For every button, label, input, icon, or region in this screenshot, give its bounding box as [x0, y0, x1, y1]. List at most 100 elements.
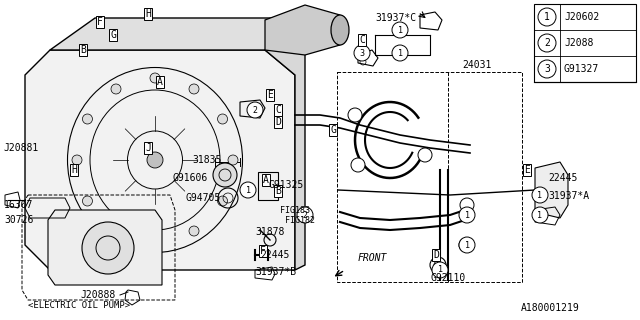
Circle shape [532, 207, 548, 223]
Text: B: B [80, 45, 86, 55]
Circle shape [459, 238, 473, 252]
Text: C: C [359, 35, 365, 45]
Text: 31937*B: 31937*B [255, 267, 296, 277]
Text: 24031: 24031 [462, 60, 492, 70]
Text: E: E [267, 90, 273, 100]
Text: 1: 1 [465, 241, 470, 250]
Text: 1: 1 [544, 12, 550, 22]
Text: H: H [71, 165, 77, 175]
Ellipse shape [331, 15, 349, 45]
Polygon shape [48, 210, 162, 285]
Text: J2088: J2088 [564, 38, 593, 48]
Circle shape [111, 84, 121, 94]
Circle shape [432, 262, 448, 278]
Circle shape [459, 207, 475, 223]
Circle shape [228, 155, 238, 165]
Text: 1: 1 [465, 211, 470, 220]
Text: 1: 1 [246, 186, 250, 195]
Polygon shape [535, 162, 568, 218]
Circle shape [147, 152, 163, 168]
Text: FRONT: FRONT [358, 253, 387, 263]
Circle shape [418, 148, 432, 162]
Polygon shape [50, 18, 305, 50]
Circle shape [247, 102, 263, 118]
Text: 22445: 22445 [260, 250, 289, 260]
Text: <ELECTRIC OIL PUMP>: <ELECTRIC OIL PUMP> [28, 300, 130, 309]
Text: 1: 1 [397, 49, 403, 58]
Text: G: G [330, 125, 336, 135]
Circle shape [83, 196, 92, 206]
Circle shape [459, 237, 475, 253]
Circle shape [218, 114, 228, 124]
Text: 3: 3 [360, 49, 365, 58]
Circle shape [433, 263, 447, 277]
Text: 22445: 22445 [548, 173, 577, 183]
Circle shape [150, 73, 160, 83]
Text: D: D [433, 250, 439, 260]
Circle shape [150, 237, 160, 247]
Polygon shape [25, 50, 295, 270]
Text: 31937*A: 31937*A [548, 191, 589, 201]
Polygon shape [265, 18, 305, 270]
Circle shape [538, 60, 556, 78]
Text: D: D [275, 117, 281, 127]
Text: G92110: G92110 [430, 273, 465, 283]
Circle shape [351, 158, 365, 172]
Circle shape [83, 114, 92, 124]
FancyBboxPatch shape [534, 4, 636, 82]
Text: F: F [260, 246, 266, 256]
Circle shape [297, 207, 313, 223]
Text: G91606: G91606 [172, 173, 207, 183]
Text: J20888: J20888 [80, 290, 115, 300]
Text: G91327: G91327 [564, 64, 599, 74]
Circle shape [538, 8, 556, 26]
Text: H: H [145, 9, 151, 19]
Text: J20602: J20602 [564, 12, 599, 22]
Circle shape [82, 222, 134, 274]
Text: G91325: G91325 [268, 180, 303, 190]
Text: G: G [110, 30, 116, 40]
Text: J: J [145, 143, 151, 153]
Circle shape [72, 155, 82, 165]
Text: FIG182: FIG182 [285, 215, 315, 225]
Polygon shape [265, 5, 340, 55]
Circle shape [189, 84, 199, 94]
Text: 1: 1 [438, 266, 442, 275]
Circle shape [111, 226, 121, 236]
Text: 1: 1 [538, 211, 543, 220]
Text: 1: 1 [538, 190, 543, 199]
Circle shape [240, 182, 256, 198]
Text: FIG183: FIG183 [280, 205, 310, 214]
Circle shape [430, 257, 446, 273]
Text: A180001219: A180001219 [521, 303, 580, 313]
Circle shape [392, 45, 408, 61]
Text: F: F [97, 17, 103, 27]
Text: B: B [275, 186, 281, 196]
Circle shape [460, 198, 474, 212]
Text: 30726: 30726 [4, 215, 33, 225]
Text: 2: 2 [544, 38, 550, 48]
Text: 3: 3 [544, 64, 550, 74]
Text: 1: 1 [397, 26, 403, 35]
Circle shape [532, 187, 548, 203]
Text: C: C [275, 105, 281, 115]
Text: A: A [157, 77, 163, 87]
Text: 2: 2 [253, 106, 257, 115]
Text: A: A [263, 175, 269, 185]
Text: G94705: G94705 [185, 193, 220, 203]
Text: 16307: 16307 [4, 200, 33, 210]
Text: J20881: J20881 [3, 143, 38, 153]
Circle shape [354, 45, 370, 61]
Text: E: E [524, 165, 530, 175]
FancyBboxPatch shape [258, 172, 278, 200]
Circle shape [348, 108, 362, 122]
Circle shape [218, 196, 228, 206]
Circle shape [189, 226, 199, 236]
Circle shape [538, 34, 556, 52]
Text: 31835: 31835 [192, 155, 221, 165]
Text: 31937*C: 31937*C [375, 13, 416, 23]
Text: 2: 2 [303, 211, 307, 220]
Circle shape [213, 163, 237, 187]
Text: 31878: 31878 [255, 227, 284, 237]
Circle shape [392, 22, 408, 38]
